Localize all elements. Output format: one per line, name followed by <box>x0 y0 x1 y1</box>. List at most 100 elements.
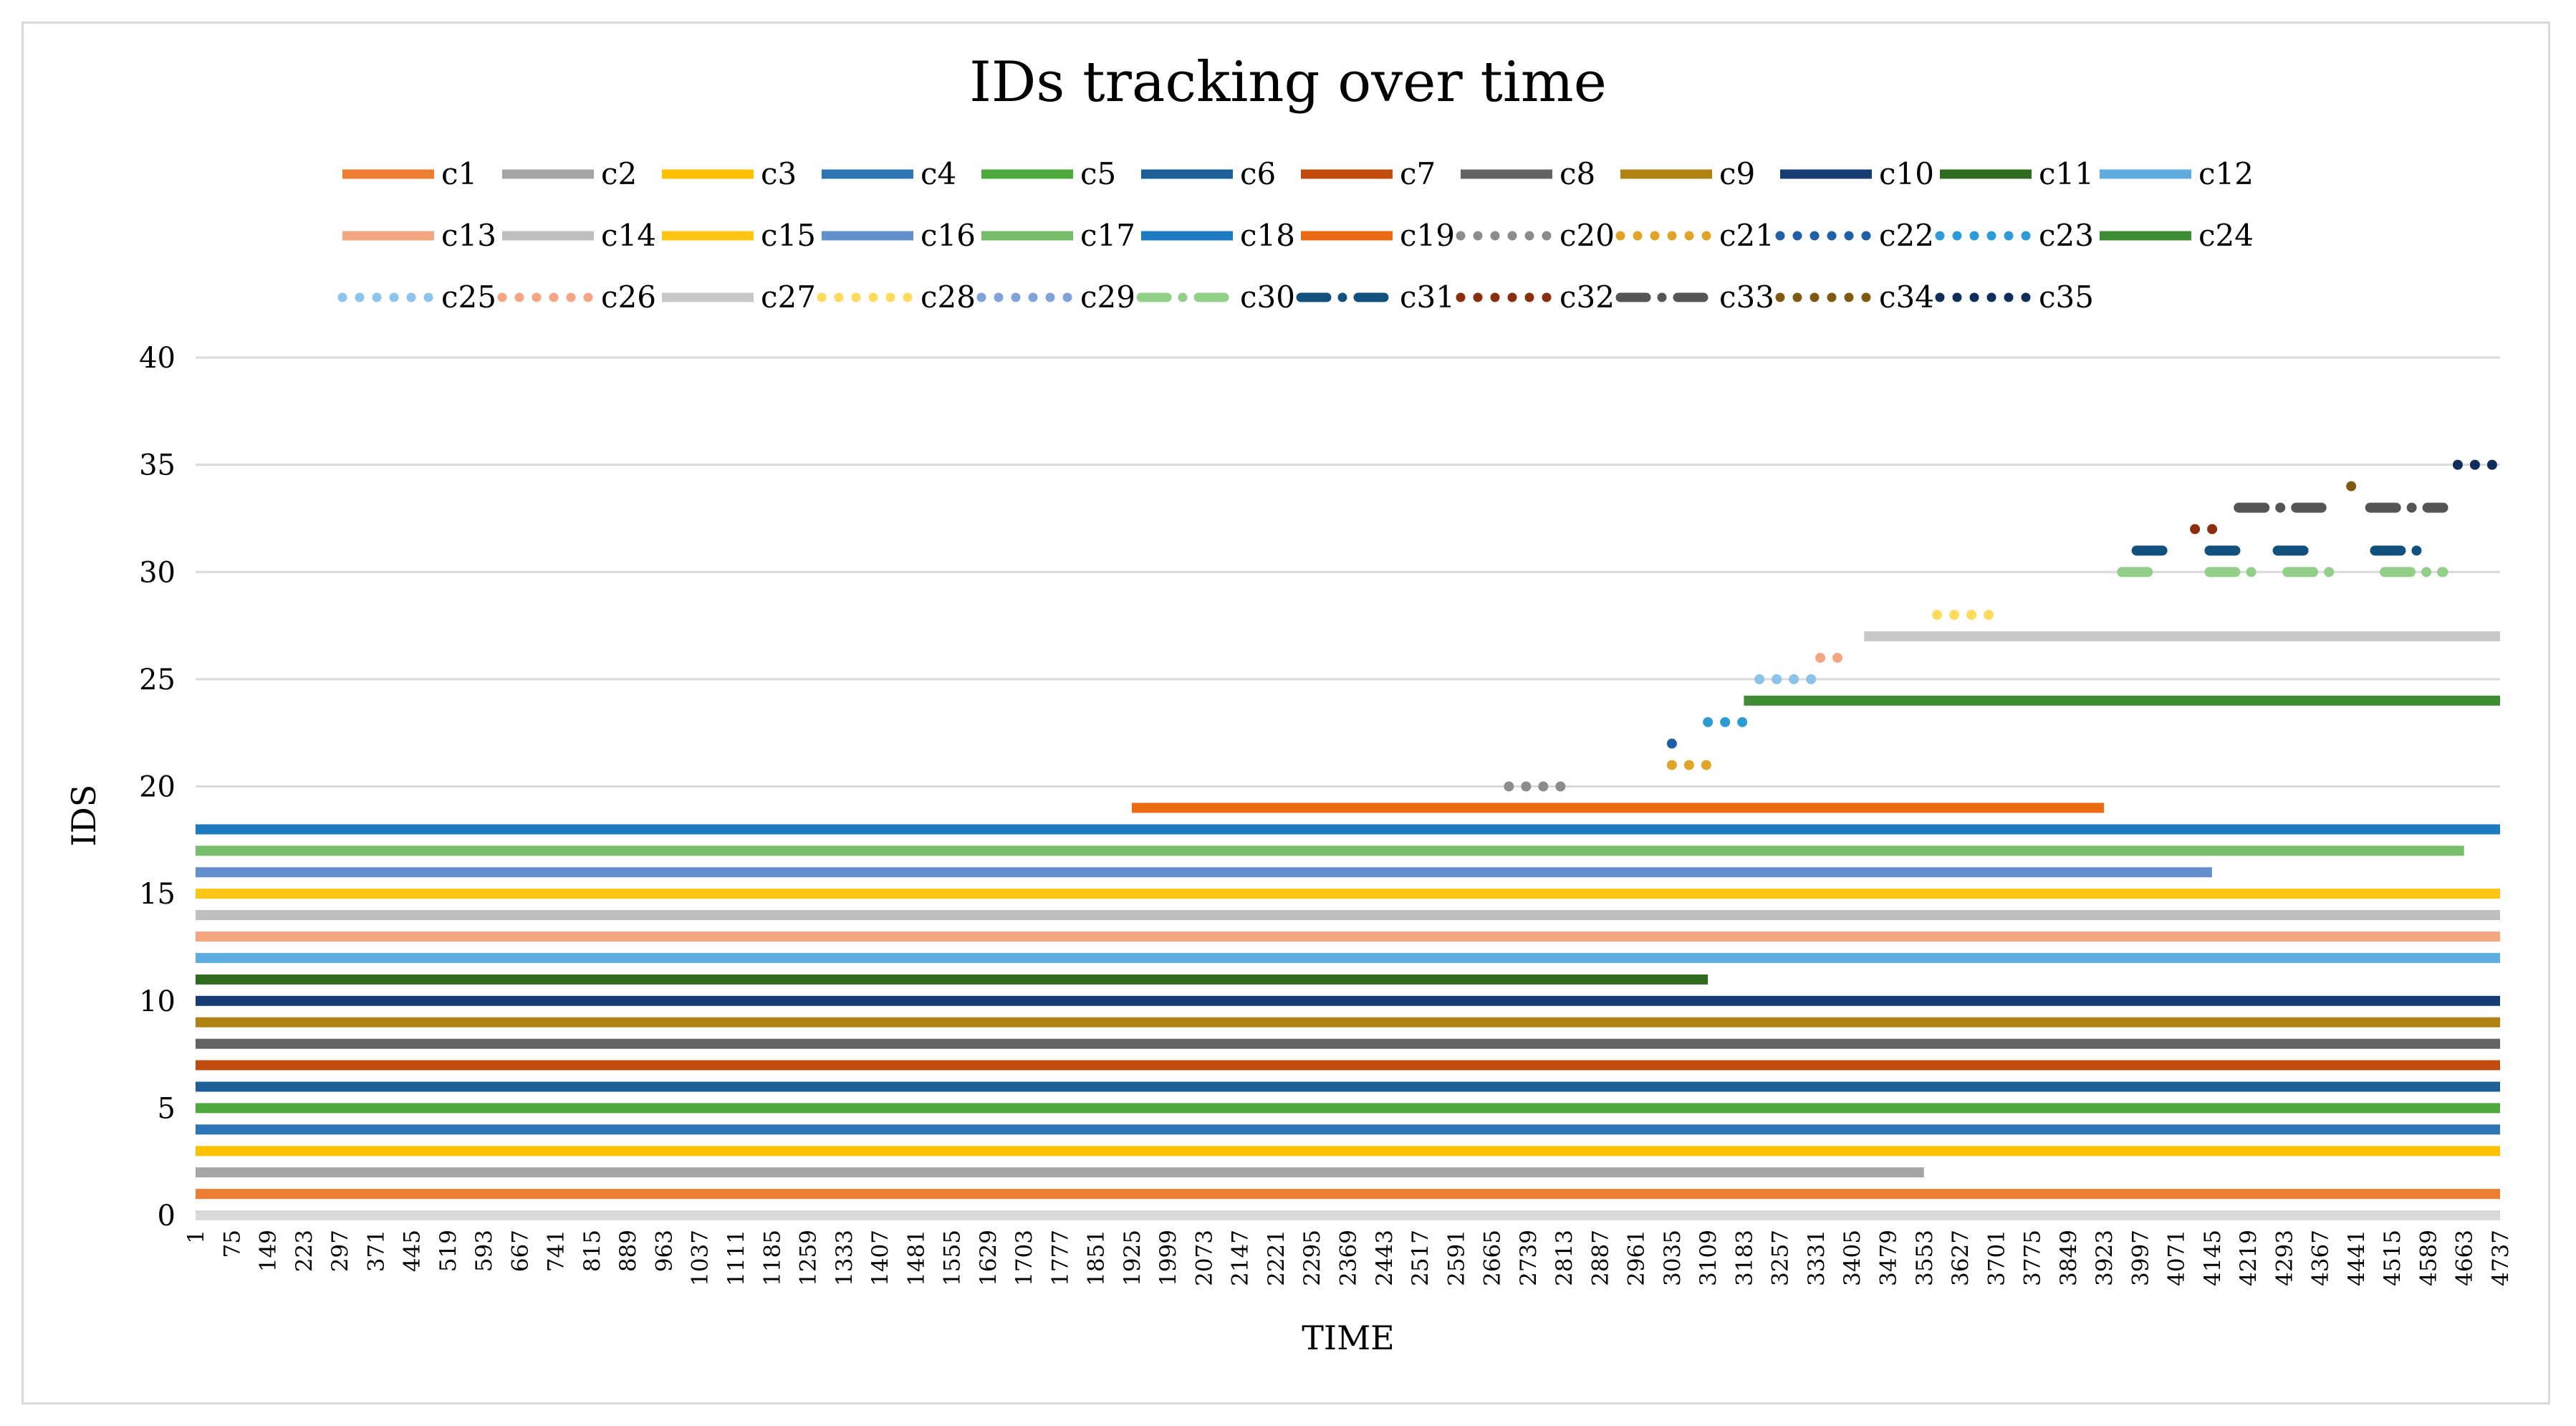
x-tick-label: 2517 <box>1408 1230 1433 1286</box>
x-tick-label: 4219 <box>2236 1230 2262 1286</box>
x-tick-label: 4515 <box>2380 1230 2406 1286</box>
legend-item-c18: c18 <box>1141 218 1295 253</box>
legend-label-c4: c4 <box>921 156 956 191</box>
legend-item-c7: c7 <box>1301 156 1436 191</box>
x-tick-label: 4663 <box>2452 1230 2478 1286</box>
legend-label-c19: c19 <box>1400 218 1455 253</box>
x-tick-label: 1259 <box>796 1230 822 1286</box>
x-tick-label: 741 <box>544 1230 569 1272</box>
x-tick-label: 889 <box>615 1230 641 1272</box>
legend-label-c35: c35 <box>2039 279 2094 315</box>
legend-item-c5: c5 <box>981 156 1116 191</box>
legend-item-c26: c26 <box>497 279 656 315</box>
x-tick-label: 2887 <box>1587 1230 1613 1286</box>
x-tick-label: 371 <box>363 1230 389 1272</box>
x-tick-label: 1703 <box>1011 1230 1037 1286</box>
legend-label-c21: c21 <box>1719 218 1774 253</box>
legend-label-c24: c24 <box>2198 218 2254 253</box>
x-tick-label: 3257 <box>1768 1230 1794 1286</box>
legend-label-c3: c3 <box>761 156 797 191</box>
legend-item-c12: c12 <box>2100 156 2254 191</box>
legend-label-c18: c18 <box>1240 218 1295 253</box>
legend-label-c10: c10 <box>1879 156 1934 191</box>
legend-item-c9: c9 <box>1620 156 1755 191</box>
legend-item-c34: c34 <box>1775 279 1934 315</box>
legend-item-c4: c4 <box>822 156 956 191</box>
legend-label-c29: c29 <box>1080 279 1135 315</box>
x-tick-label: 3331 <box>1804 1230 1830 1286</box>
x-tick-label: 1333 <box>832 1230 857 1286</box>
y-tick-label: 20 <box>139 771 176 804</box>
legend-label-c28: c28 <box>921 279 976 315</box>
x-tick-label: 297 <box>327 1230 353 1272</box>
legend-label-c33: c33 <box>1719 279 1774 315</box>
x-axis-ticks: 1 75 149 223 297 371 445 519 593 667 741 815 889 963 1… <box>183 1230 2514 1286</box>
legend-label-c17: c17 <box>1080 218 1135 253</box>
legend-item-c11: c11 <box>1940 156 2094 191</box>
y-tick-label: 35 <box>139 449 176 482</box>
x-tick-label: 2739 <box>1516 1230 1542 1286</box>
x-tick-label: 1999 <box>1155 1230 1181 1286</box>
x-tick-label: 3183 <box>1731 1230 1757 1286</box>
y-tick-label: 5 <box>158 1092 176 1125</box>
legend-label-c2: c2 <box>601 156 637 191</box>
x-tick-label: 963 <box>651 1230 677 1272</box>
legend-item-c28: c28 <box>817 279 976 315</box>
x-tick-label: 3109 <box>1696 1230 1721 1286</box>
legend-item-c14: c14 <box>502 218 656 253</box>
series-c22 <box>1666 738 1677 749</box>
legend-label-c1: c1 <box>441 156 477 191</box>
legend-label-c31: c31 <box>1400 279 1455 315</box>
legend-item-c15: c15 <box>662 218 816 253</box>
legend-item-c2: c2 <box>502 156 637 191</box>
legend-label-c11: c11 <box>2039 156 2094 191</box>
chart-svg: IDs tracking over time c1 c2 c3 c4 c5 c6 c7 c8 c… <box>64 50 2514 1357</box>
chart-title: IDs tracking over time <box>969 50 1607 115</box>
legend-label-c27: c27 <box>761 279 816 315</box>
legend-label-c34: c34 <box>1879 279 1934 315</box>
x-tick-label: 3923 <box>2092 1230 2118 1286</box>
x-tick-label: 4145 <box>2200 1230 2226 1286</box>
y-tick-label: 30 <box>139 556 176 589</box>
y-tick-label: 40 <box>139 342 176 375</box>
legend-item-c24: c24 <box>2100 218 2254 253</box>
y-tick-label: 0 <box>158 1200 176 1233</box>
x-tick-label: 1851 <box>1084 1230 1110 1286</box>
series-group <box>196 459 2505 1200</box>
x-tick-label: 667 <box>507 1230 533 1272</box>
x-tick-label: 3405 <box>1840 1230 1865 1286</box>
x-tick-label: 593 <box>471 1230 497 1272</box>
x-tick-label: 1555 <box>940 1230 966 1286</box>
x-tick-label: 3701 <box>1984 1230 2009 1286</box>
legend-label-c8: c8 <box>1559 156 1595 191</box>
legend-item-c1: c1 <box>342 156 477 191</box>
legend-item-c31: c31 <box>1296 279 1455 315</box>
legend-label-c23: c23 <box>2039 218 2094 253</box>
legend-item-c19: c19 <box>1301 218 1455 253</box>
legend-item-c23: c23 <box>1935 218 2094 253</box>
x-tick-label: 1 <box>183 1230 209 1244</box>
x-tick-label: 223 <box>292 1230 317 1272</box>
x-tick-label: 4293 <box>2272 1230 2297 1286</box>
x-tick-label: 149 <box>256 1230 282 1272</box>
legend-item-c33: c33 <box>1615 279 1774 315</box>
chart-frame: IDs tracking over time c1 c2 c3 c4 c5 c6 c7 c8 c… <box>21 21 2550 1405</box>
x-tick-label: 815 <box>580 1230 605 1272</box>
legend-item-c13: c13 <box>342 218 496 253</box>
x-axis-title: TIME <box>1302 1319 1395 1357</box>
x-tick-label: 2147 <box>1228 1230 1254 1286</box>
x-tick-label: 3627 <box>1948 1230 1974 1286</box>
legend-label-c22: c22 <box>1879 218 1934 253</box>
x-tick-label: 4441 <box>2344 1230 2370 1286</box>
x-tick-label: 2221 <box>1264 1230 1289 1286</box>
legend-item-c17: c17 <box>981 218 1135 253</box>
legend-label-c16: c16 <box>921 218 976 253</box>
legend-label-c9: c9 <box>1719 156 1755 191</box>
legend-item-c32: c32 <box>1456 279 1615 315</box>
x-tick-label: 2591 <box>1443 1230 1469 1286</box>
legend-label-c15: c15 <box>761 218 816 253</box>
y-axis-ticks: 0 5 10 15 20 25 30 35 40 <box>139 342 176 1233</box>
legend-item-c21: c21 <box>1615 218 1774 253</box>
x-tick-label: 4737 <box>2488 1230 2514 1286</box>
legend-label-c30: c30 <box>1240 279 1295 315</box>
